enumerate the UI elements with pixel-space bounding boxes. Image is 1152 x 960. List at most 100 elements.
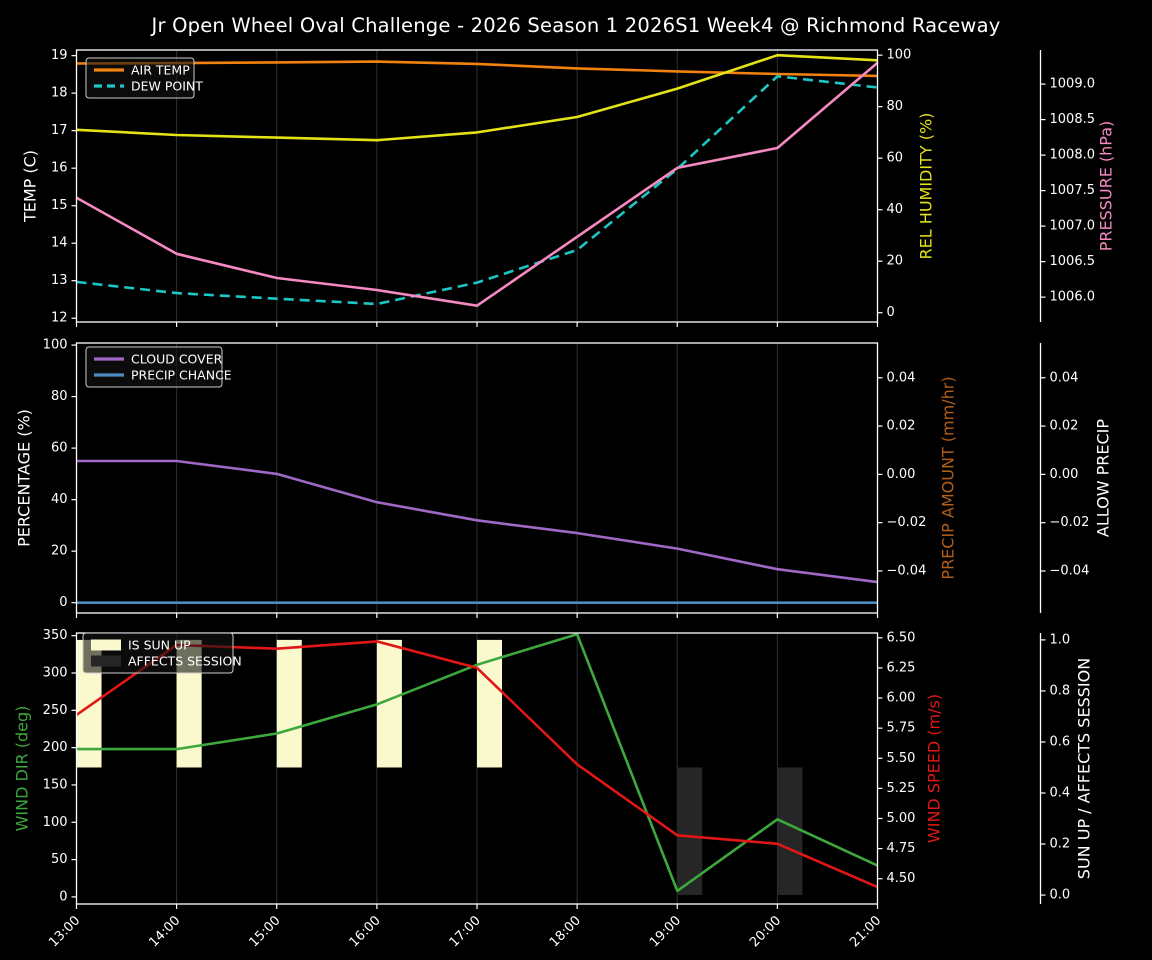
- x-tick-label: 18:00: [547, 913, 584, 950]
- legend-label-air-temp: AIR TEMP: [131, 63, 190, 78]
- right-axis-1-title: PRECIP AMOUNT (mm/hr): [939, 376, 958, 579]
- series-air-temp: [76, 60, 878, 78]
- series-dew-point: [76, 75, 878, 306]
- y-tick-label: 0.04: [887, 370, 916, 385]
- y-tick-label: 17: [51, 123, 68, 138]
- x-tick-label: 19:00: [647, 913, 684, 950]
- y-tick-label: −0.04: [887, 563, 927, 578]
- right-axis-1-title: REL HUMIDITY (%): [917, 113, 936, 260]
- legend-label-is-sun-up: IS SUN UP: [128, 638, 191, 653]
- y-tick-label: 1007.0: [1050, 219, 1096, 234]
- y-tick-label: 80: [887, 99, 904, 114]
- y-tick-label: 6.25: [887, 660, 916, 675]
- left-axis-title: WIND DIR (deg): [13, 706, 32, 832]
- y-tick-label: 0.2: [1050, 837, 1071, 852]
- legend-swatch-affects-session: [91, 655, 121, 667]
- y-tick-label: 150: [43, 777, 68, 792]
- x-tick-label: 21:00: [847, 913, 884, 950]
- right-axis-2-title: PRESSURE (hPa): [1097, 121, 1116, 252]
- y-tick-label: 100: [43, 338, 68, 353]
- y-tick-label: 1006.5: [1050, 254, 1096, 269]
- y-tick-label: 0.02: [887, 419, 916, 434]
- y-tick-label: 0.00: [887, 467, 916, 482]
- y-tick-label: 16: [51, 161, 68, 176]
- temperature-panel: 12 13 14 15 16 17 18 19 TEMP (C) 0 20 40 60 80 100 REL …: [21, 48, 1116, 327]
- y-tick-label: 40: [887, 202, 904, 217]
- y-tick-label: −0.02: [887, 515, 927, 530]
- y-tick-label: 14: [51, 236, 68, 251]
- x-tick-label: 15:00: [246, 913, 283, 950]
- y-tick-label: 0.04: [1050, 370, 1079, 385]
- y-tick-label: 0: [59, 889, 67, 904]
- y-tick-label: 0.8: [1050, 683, 1071, 698]
- y-tick-label: 50: [51, 852, 68, 867]
- y-tick-label: 18: [51, 86, 68, 101]
- y-tick-label: 5.25: [887, 781, 916, 796]
- affects-session-bar: [777, 767, 803, 896]
- y-tick-label: 4.75: [887, 841, 916, 856]
- y-tick-label: −0.02: [1050, 515, 1090, 530]
- left-axis-title: TEMP (C): [21, 150, 40, 223]
- x-tick-label: 16:00: [347, 913, 384, 950]
- y-tick-label: 1.0: [1050, 632, 1071, 647]
- y-tick-label: 40: [51, 492, 68, 507]
- y-tick-label: 4.50: [887, 871, 916, 886]
- y-tick-label: 5.00: [887, 811, 916, 826]
- y-tick-label: 1007.5: [1050, 183, 1096, 198]
- y-tick-label: 0.4: [1050, 785, 1071, 800]
- figure-title: Jr Open Wheel Oval Challenge - 2026 Seas…: [151, 14, 1001, 37]
- x-tick-label: 17:00: [447, 913, 484, 950]
- y-tick-label: 250: [43, 703, 68, 718]
- y-tick-label: 6.50: [887, 630, 916, 645]
- y-tick-label: 0.02: [1050, 419, 1079, 434]
- y-tick-label: 60: [887, 151, 904, 166]
- y-tick-label: 20: [887, 254, 904, 269]
- y-tick-label: 12: [51, 311, 68, 326]
- x-tick-label: 13:00: [46, 913, 83, 950]
- y-tick-label: 1008.0: [1050, 148, 1096, 163]
- y-tick-label: 20: [51, 544, 68, 559]
- y-tick-label: 300: [43, 666, 68, 681]
- right-axis-2-title: SUN UP / AFFECTS SESSION: [1075, 658, 1094, 879]
- y-tick-label: 15: [51, 198, 68, 213]
- affects-session-bar: [677, 767, 703, 896]
- left-axis-title: PERCENTAGE (%): [15, 409, 34, 547]
- y-tick-label: 1006.0: [1050, 290, 1096, 305]
- y-tick-label: 0.6: [1050, 734, 1071, 749]
- y-tick-label: 350: [43, 628, 68, 643]
- y-tick-label: 13: [51, 273, 68, 288]
- y-tick-label: 5.75: [887, 721, 916, 736]
- legend-box: [85, 346, 223, 388]
- series-cloud-cover: [76, 459, 878, 584]
- y-tick-label: 100: [887, 48, 912, 63]
- legend-label-cloud-cover: CLOUD COVER: [131, 352, 223, 367]
- y-tick-label: 60: [51, 441, 68, 456]
- y-tick-label: 0: [59, 595, 67, 610]
- y-tick-label: 0: [887, 305, 895, 320]
- is-sun-up-bar: [276, 639, 302, 768]
- legend-box: [85, 57, 195, 99]
- legend-label-dew-point: DEW POINT: [131, 79, 203, 94]
- legend-label-affects-session: AFFECTS SESSION: [128, 654, 242, 669]
- y-tick-label: 80: [51, 389, 68, 404]
- right-axis-2-title: ALLOW PRECIP: [1094, 419, 1113, 537]
- y-tick-label: 0.0: [1050, 888, 1071, 903]
- y-tick-label: 1009.0: [1050, 77, 1096, 92]
- y-tick-label: 5.50: [887, 751, 916, 766]
- x-tick-label: 14:00: [146, 913, 183, 950]
- y-tick-label: 0.00: [1050, 467, 1079, 482]
- y-tick-label: 6.00: [887, 691, 916, 706]
- legend-swatch-is-sun-up: [91, 639, 121, 651]
- y-tick-label: 19: [51, 48, 68, 63]
- y-tick-label: 200: [43, 740, 68, 755]
- series-pressure: [75, 61, 879, 308]
- legend-label-precip-chance: PRECIP CHANCE: [131, 368, 232, 383]
- y-tick-label: −0.04: [1050, 563, 1090, 578]
- wind-panel: 13:00 14:00 15:00 16:00 17:00 18:00 19:00 20:00…: [13, 628, 1094, 950]
- series-wind-dir: [76, 632, 879, 893]
